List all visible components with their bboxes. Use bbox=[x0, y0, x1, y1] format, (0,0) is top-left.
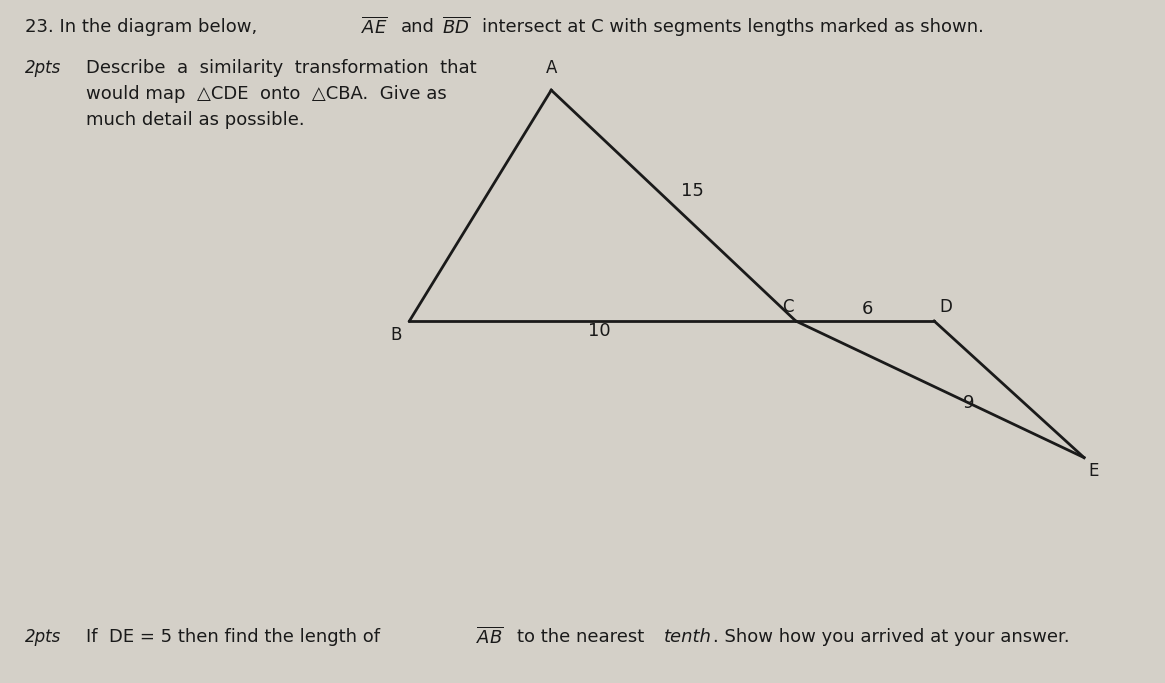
Text: B: B bbox=[390, 326, 401, 344]
Text: intersect at C with segments lengths marked as shown.: intersect at C with segments lengths mar… bbox=[482, 18, 984, 36]
Text: and: and bbox=[401, 18, 436, 36]
Text: 2pts: 2pts bbox=[26, 628, 62, 645]
Text: much detail as possible.: much detail as possible. bbox=[86, 111, 305, 129]
Text: 10: 10 bbox=[588, 322, 610, 340]
Text: C: C bbox=[782, 298, 793, 316]
Text: $\overline{AB}$: $\overline{AB}$ bbox=[476, 626, 504, 647]
Text: . Show how you arrived at your answer.: . Show how you arrived at your answer. bbox=[713, 628, 1069, 645]
Text: 23. In the diagram below,: 23. In the diagram below, bbox=[26, 18, 257, 36]
Text: $\overline{BD}$: $\overline{BD}$ bbox=[442, 17, 469, 38]
Text: D: D bbox=[939, 298, 952, 316]
Text: 9: 9 bbox=[963, 394, 974, 412]
Text: would map  △CDE  onto  △CBA.  Give as: would map △CDE onto △CBA. Give as bbox=[86, 85, 447, 103]
Text: Describe  a  similarity  transformation  that: Describe a similarity transformation tha… bbox=[86, 59, 478, 77]
Text: A: A bbox=[545, 59, 557, 77]
Text: 2pts: 2pts bbox=[26, 59, 62, 77]
Text: 15: 15 bbox=[680, 182, 704, 200]
Text: If  DE = 5 then find the length of: If DE = 5 then find the length of bbox=[86, 628, 381, 645]
Text: E: E bbox=[1088, 462, 1099, 480]
Text: tenth: tenth bbox=[664, 628, 712, 645]
Text: $\overline{AE}$: $\overline{AE}$ bbox=[361, 17, 388, 38]
Text: to the nearest: to the nearest bbox=[516, 628, 644, 645]
Text: 6: 6 bbox=[862, 300, 873, 318]
